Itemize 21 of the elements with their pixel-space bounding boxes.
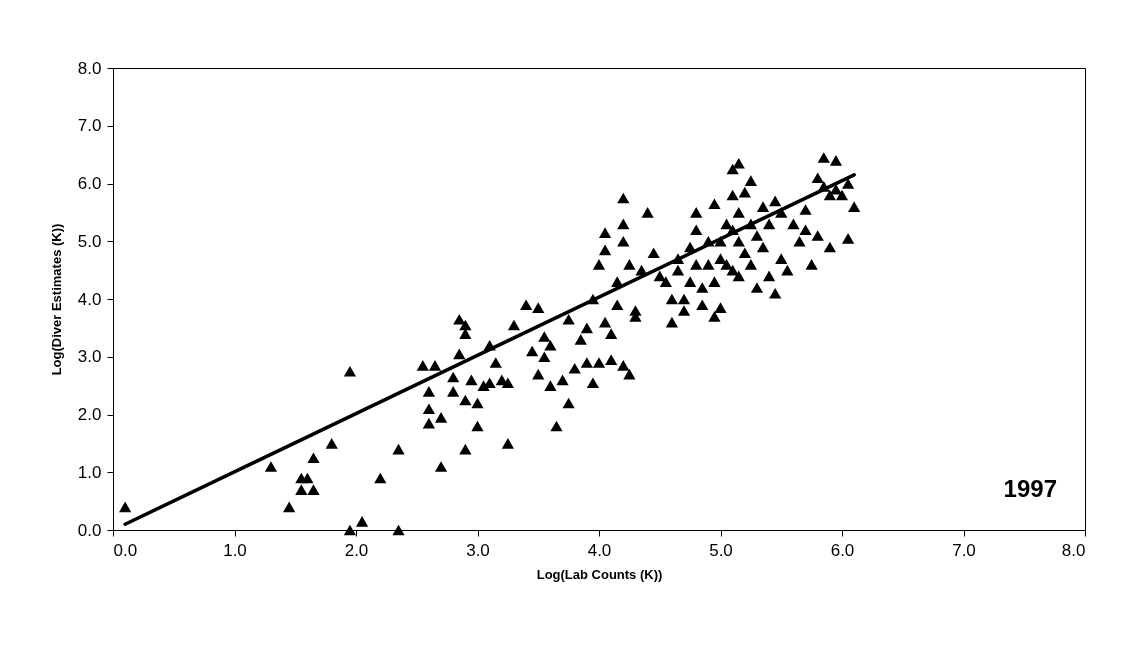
y-tick-label: 7.0 — [77, 116, 102, 136]
y-axis-title: Log(Diver Estimates (K)) — [48, 223, 64, 376]
annotation: 1997 — [1003, 475, 1057, 502]
x-tick-label: 2.0 — [344, 540, 369, 560]
y-tick-label: 5.0 — [77, 231, 102, 251]
y-tick-label: 6.0 — [77, 174, 102, 193]
x-tick-label: 0.0 — [113, 540, 138, 560]
y-tick-label: 4.0 — [77, 289, 102, 309]
x-axis-title: Log(Lab Counts (K)) — [536, 566, 663, 582]
x-tick-label: 4.0 — [587, 540, 612, 560]
x-tick-label: 3.0 — [466, 540, 490, 560]
y-tick-label: 0.0 — [77, 520, 102, 540]
y-tick-label: 3.0 — [77, 347, 102, 367]
x-tick-label: 8.0 — [1061, 540, 1086, 560]
x-tick-label: 7.0 — [952, 540, 976, 560]
y-tick-label: 1.0 — [77, 462, 102, 482]
y-tick-label: 8.0 — [77, 58, 102, 78]
x-tick-label: 1.0 — [223, 540, 247, 560]
y-tick-label: 2.0 — [77, 405, 102, 424]
x-tick-label: 6.0 — [830, 540, 855, 560]
x-tick-label: 5.0 — [709, 540, 733, 560]
